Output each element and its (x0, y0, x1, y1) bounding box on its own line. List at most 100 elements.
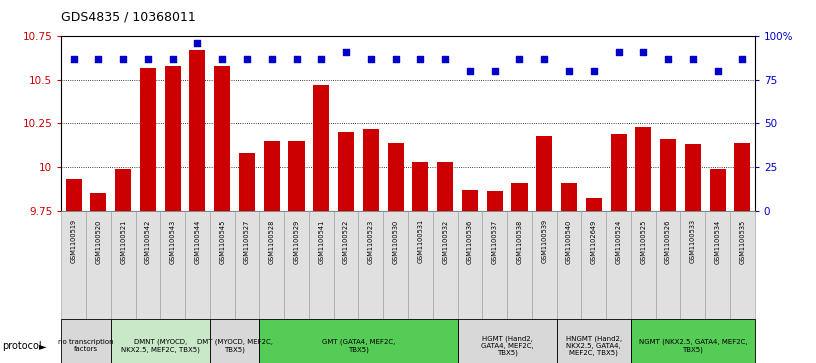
Bar (730, 211, 755, 319)
Point (141, 56, 154, 62)
Text: GSM1100545: GSM1100545 (220, 219, 225, 264)
Point (364, 56, 377, 62)
Bar (338, 132, 354, 211)
Bar (557, 211, 581, 319)
Point (636, 49, 650, 55)
Bar (61, 319, 111, 363)
Bar (334, 211, 358, 319)
Point (389, 56, 402, 62)
Text: HGMT (Hand2,
GATA4, MEF2C,
TBX5): HGMT (Hand2, GATA4, MEF2C, TBX5) (481, 335, 534, 356)
Text: GSM1100521: GSM1100521 (120, 219, 126, 264)
Bar (185, 211, 210, 319)
Text: GSM1100533: GSM1100533 (690, 219, 696, 264)
Bar (408, 211, 432, 319)
Point (662, 56, 675, 62)
Text: GSM1100531: GSM1100531 (418, 219, 424, 264)
Bar (710, 169, 725, 211)
Text: GSM1100530: GSM1100530 (392, 219, 398, 264)
Bar (636, 127, 651, 211)
Bar (140, 68, 156, 211)
Bar (685, 144, 701, 211)
Bar (631, 211, 656, 319)
Text: GSM1100540: GSM1100540 (566, 219, 572, 264)
Bar (705, 211, 730, 319)
Bar (115, 169, 131, 211)
Text: GSM1100523: GSM1100523 (368, 219, 374, 264)
Bar (458, 319, 557, 363)
Text: DMT (MYOCD, MEF2C,
TBX5): DMT (MYOCD, MEF2C, TBX5) (197, 339, 273, 353)
Point (686, 56, 699, 62)
Bar (210, 319, 259, 363)
Bar (264, 141, 280, 211)
Point (538, 56, 551, 62)
Point (215, 56, 228, 62)
Text: GSM1100524: GSM1100524 (615, 219, 622, 264)
Bar (631, 319, 755, 363)
Bar (610, 134, 627, 211)
Point (315, 56, 328, 62)
Text: GSM1100541: GSM1100541 (318, 219, 324, 264)
Bar (111, 319, 210, 363)
Point (117, 56, 130, 62)
Text: GSM1100519: GSM1100519 (71, 219, 77, 264)
Point (339, 49, 353, 55)
Text: ►: ► (38, 341, 47, 351)
Bar (61, 211, 86, 319)
Text: NGMT (NKX2.5, GATA4, MEF2C,
TBX5): NGMT (NKX2.5, GATA4, MEF2C, TBX5) (639, 339, 747, 353)
Text: GSM1100520: GSM1100520 (95, 219, 101, 264)
Text: GSM1100535: GSM1100535 (739, 219, 745, 264)
Bar (86, 211, 111, 319)
Text: GSM1102649: GSM1102649 (591, 219, 596, 264)
Bar (486, 191, 503, 211)
Bar (512, 183, 527, 211)
Point (711, 68, 724, 74)
Bar (111, 211, 135, 319)
Bar (363, 129, 379, 211)
Bar (289, 141, 304, 211)
Bar (557, 319, 631, 363)
Point (736, 56, 749, 62)
Bar (507, 211, 532, 319)
Bar (214, 66, 230, 211)
Bar (582, 211, 606, 319)
Text: GSM1100544: GSM1100544 (194, 219, 201, 264)
Bar (313, 85, 330, 211)
Bar (259, 211, 284, 319)
Point (166, 56, 180, 62)
Bar (135, 211, 160, 319)
Bar (482, 211, 507, 319)
Bar (165, 66, 180, 211)
Bar (309, 211, 334, 319)
Bar (536, 136, 552, 211)
Bar (284, 211, 309, 319)
Bar (384, 211, 408, 319)
Point (67, 56, 80, 62)
Point (588, 68, 601, 74)
Bar (239, 153, 255, 211)
Bar (91, 193, 106, 211)
Point (290, 56, 303, 62)
Point (439, 56, 452, 62)
Text: GSM1100543: GSM1100543 (170, 219, 175, 264)
Bar (656, 211, 681, 319)
Point (191, 40, 204, 46)
Bar (606, 211, 631, 319)
Point (463, 68, 477, 74)
Bar (210, 211, 235, 319)
Text: GSM1100527: GSM1100527 (244, 219, 250, 264)
Text: GSM1100525: GSM1100525 (641, 219, 646, 264)
Bar (462, 189, 478, 211)
Bar (358, 211, 384, 319)
Bar (160, 211, 185, 319)
Text: GSM1100532: GSM1100532 (442, 219, 448, 264)
Bar (189, 50, 206, 211)
Text: GSM1100542: GSM1100542 (145, 219, 151, 264)
Bar (532, 211, 557, 319)
Bar (65, 179, 82, 211)
Bar (412, 162, 428, 211)
Bar (388, 143, 404, 211)
Text: GSM1100538: GSM1100538 (517, 219, 522, 264)
Bar (734, 143, 751, 211)
Text: GSM1100536: GSM1100536 (467, 219, 473, 264)
Point (241, 56, 254, 62)
